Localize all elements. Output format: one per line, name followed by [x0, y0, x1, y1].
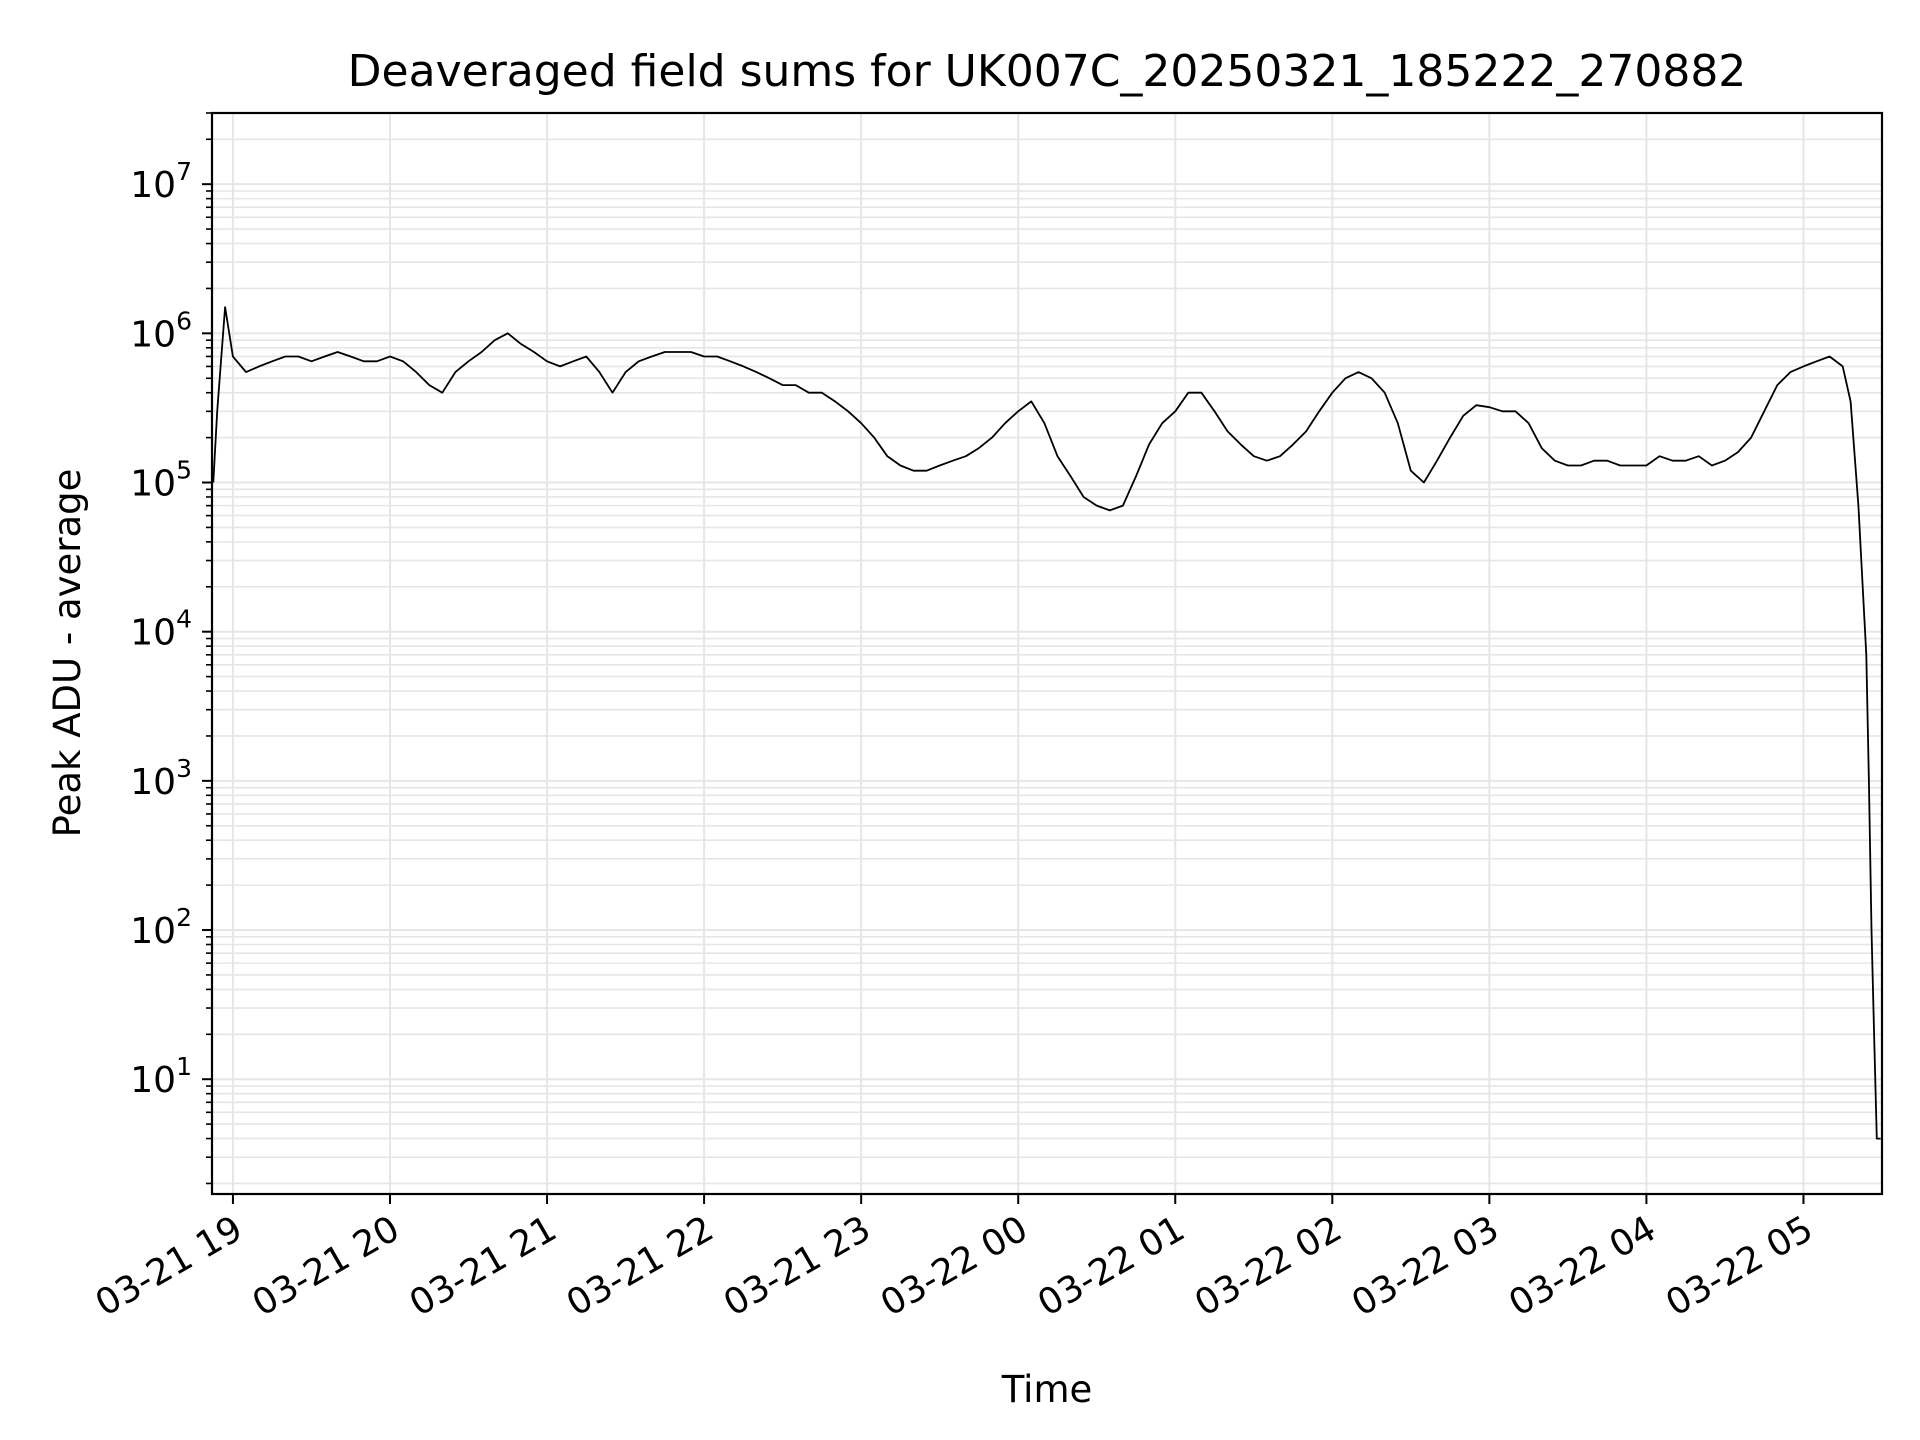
- x-axis-label: Time: [1001, 1368, 1093, 1411]
- major-gridlines: [212, 113, 1882, 1194]
- y-tick-label: 105: [130, 456, 192, 505]
- y-tick-label: 104: [130, 605, 192, 654]
- series-line: [212, 306, 1881, 1140]
- y-tick-label: 107: [130, 157, 192, 206]
- y-tick-label: 102: [130, 903, 192, 952]
- y-tick-label: 101: [130, 1052, 192, 1101]
- y-axis-ticks: 101 102 103 104 105 106 107: [130, 112, 212, 1185]
- y-tick-label: 106: [130, 306, 192, 355]
- chart-title: Deaveraged field sums for UK007C_2025032…: [348, 46, 1747, 97]
- y-tick-label: 103: [130, 754, 192, 803]
- plot-frame: [210, 111, 1884, 1196]
- y-axis-label: Peak ADU - average: [46, 469, 89, 838]
- series-layer: [212, 306, 1881, 1140]
